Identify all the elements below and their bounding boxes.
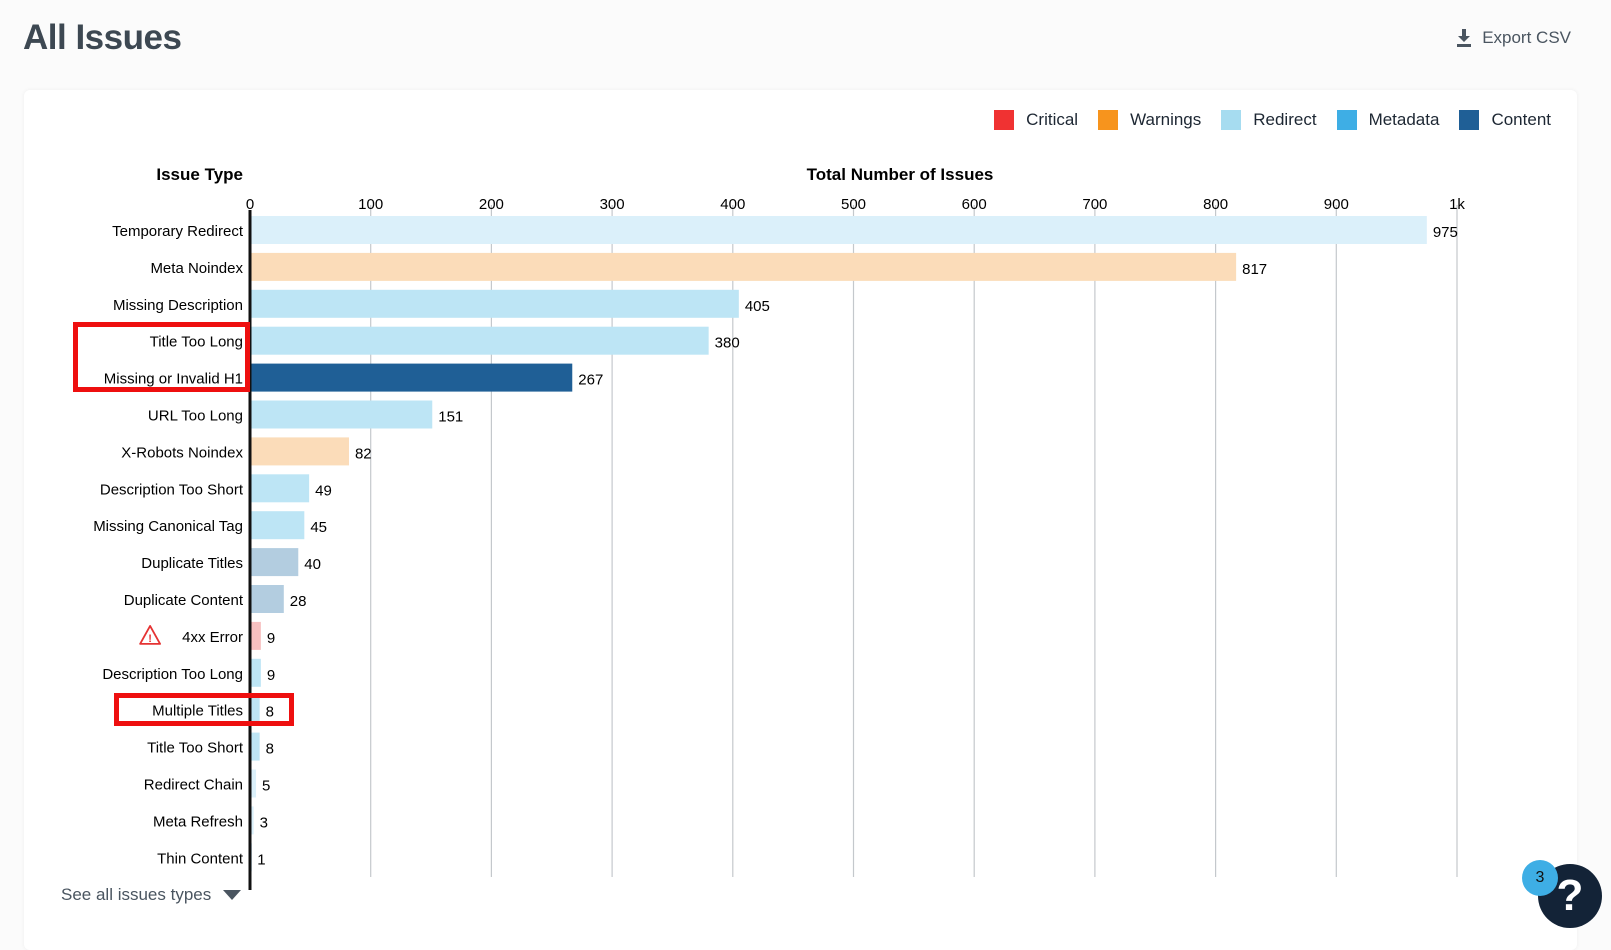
data-label: 49	[315, 482, 332, 499]
bar-url-too-long	[250, 400, 433, 429]
bar-title-too-short	[250, 732, 260, 761]
bar-missing-or-invalid-h1	[250, 363, 573, 392]
x-tick-label: 200	[479, 196, 504, 213]
bar-redirect-chain	[250, 769, 257, 798]
x-tick-label: 700	[1082, 196, 1107, 213]
legend-swatch	[1459, 110, 1480, 130]
legend-label: Metadata	[1368, 110, 1440, 129]
category-label: X-Robots Noindex	[121, 444, 243, 461]
legend-label: Content	[1491, 110, 1551, 129]
category-label: Title Too Long	[150, 334, 243, 351]
legend-item-metadata[interactable]: Metadata	[1336, 110, 1440, 130]
legend-swatch	[1336, 110, 1357, 130]
see-all-issues-types-toggle[interactable]: See all issues types	[61, 885, 242, 905]
category-label: Multiple Titles	[152, 703, 243, 720]
bar-4xx-error	[250, 621, 261, 650]
data-label: 28	[290, 593, 307, 610]
category-label: Missing Description	[113, 297, 243, 314]
bar-missing-description	[250, 289, 739, 318]
page-title: All Issues	[23, 18, 182, 57]
help-icon: ?	[1556, 871, 1584, 920]
category-label: Duplicate Titles	[141, 555, 243, 572]
data-label: 9	[267, 667, 275, 684]
bar-meta-refresh	[250, 806, 254, 835]
legend-label: Warnings	[1130, 110, 1202, 129]
legend-label: Redirect	[1253, 110, 1317, 129]
data-label: 975	[1433, 224, 1458, 241]
download-icon	[1457, 29, 1472, 47]
highlight-box	[73, 322, 250, 393]
bar-meta-noindex	[250, 252, 1237, 281]
data-label: 9	[267, 630, 275, 647]
legend-item-critical[interactable]: Critical	[994, 110, 1078, 130]
data-label: 151	[438, 409, 463, 426]
data-label: 45	[310, 519, 327, 536]
x-tick-label: 100	[358, 196, 383, 213]
bar-missing-canonical-tag	[250, 511, 305, 540]
y-axis-title: Issue Type	[156, 165, 243, 184]
bar-multiple-titles	[250, 695, 260, 724]
chart-legend: Critical Warnings Redirect Metadata Content	[994, 110, 1551, 130]
bar-temporary-redirect	[250, 216, 1427, 244]
category-label: Temporary Redirect	[112, 223, 244, 240]
category-label: Title Too Short	[147, 740, 244, 757]
data-label: 817	[1242, 261, 1267, 278]
data-label: 5	[262, 778, 270, 795]
x-tick-label: 600	[962, 196, 987, 213]
data-label: 405	[745, 298, 770, 315]
x-tick-label: 900	[1324, 196, 1349, 213]
caret-down-icon	[223, 890, 242, 900]
bar-x-robots-noindex	[250, 437, 349, 466]
data-label: 82	[355, 445, 372, 462]
category-label: Duplicate Content	[124, 592, 244, 609]
x-tick-label: 300	[600, 196, 625, 213]
data-label: 3	[260, 814, 268, 831]
category-label: Meta Refresh	[153, 813, 243, 830]
notification-badge: 3	[1522, 860, 1558, 896]
legend-item-content[interactable]: Content	[1459, 110, 1551, 130]
bar-description-too-short	[250, 474, 310, 503]
x-tick-label: 1k	[1449, 196, 1465, 213]
x-tick-label: 400	[720, 196, 745, 213]
legend-swatch	[1098, 110, 1119, 130]
data-label: 1	[257, 851, 265, 868]
warning-triangle-icon	[139, 625, 161, 645]
category-label: Description Too Long	[102, 666, 243, 683]
legend-item-warnings[interactable]: Warnings	[1098, 110, 1201, 130]
category-label: Meta Noindex	[150, 260, 243, 277]
x-tick-label: 800	[1203, 196, 1228, 213]
category-label: Redirect Chain	[144, 777, 243, 794]
export-csv-label: Export CSV	[1482, 28, 1571, 47]
category-label: Missing Canonical Tag	[93, 518, 243, 535]
data-label: 40	[304, 556, 321, 573]
data-label: 8	[266, 704, 274, 721]
highlight-box	[114, 693, 294, 727]
see-all-label: See all issues types	[61, 885, 212, 904]
bar-title-too-long	[250, 326, 709, 355]
category-label: Missing or Invalid H1	[104, 371, 243, 388]
x-tick-label: 500	[841, 196, 866, 213]
data-label: 8	[266, 741, 274, 758]
category-label: 4xx Error	[182, 629, 243, 646]
category-label: URL Too Long	[148, 408, 243, 425]
data-label: 267	[578, 372, 603, 389]
x-axis-title: Total Number of Issues	[807, 165, 994, 184]
category-label: Description Too Short	[100, 481, 244, 498]
bar-description-too-long	[250, 658, 261, 687]
warning-mark: !	[148, 633, 152, 645]
legend-swatch	[994, 110, 1015, 130]
export-csv-button[interactable]: Export CSV	[1456, 28, 1571, 48]
x-tick-label: 0	[246, 196, 254, 213]
legend-label: Critical	[1026, 110, 1079, 129]
category-label: Thin Content	[157, 850, 244, 867]
bar-duplicate-content	[250, 585, 284, 613]
bar-duplicate-titles	[250, 548, 299, 577]
legend-item-redirect[interactable]: Redirect	[1221, 110, 1317, 130]
legend-swatch	[1221, 110, 1242, 130]
data-label: 380	[715, 335, 740, 352]
